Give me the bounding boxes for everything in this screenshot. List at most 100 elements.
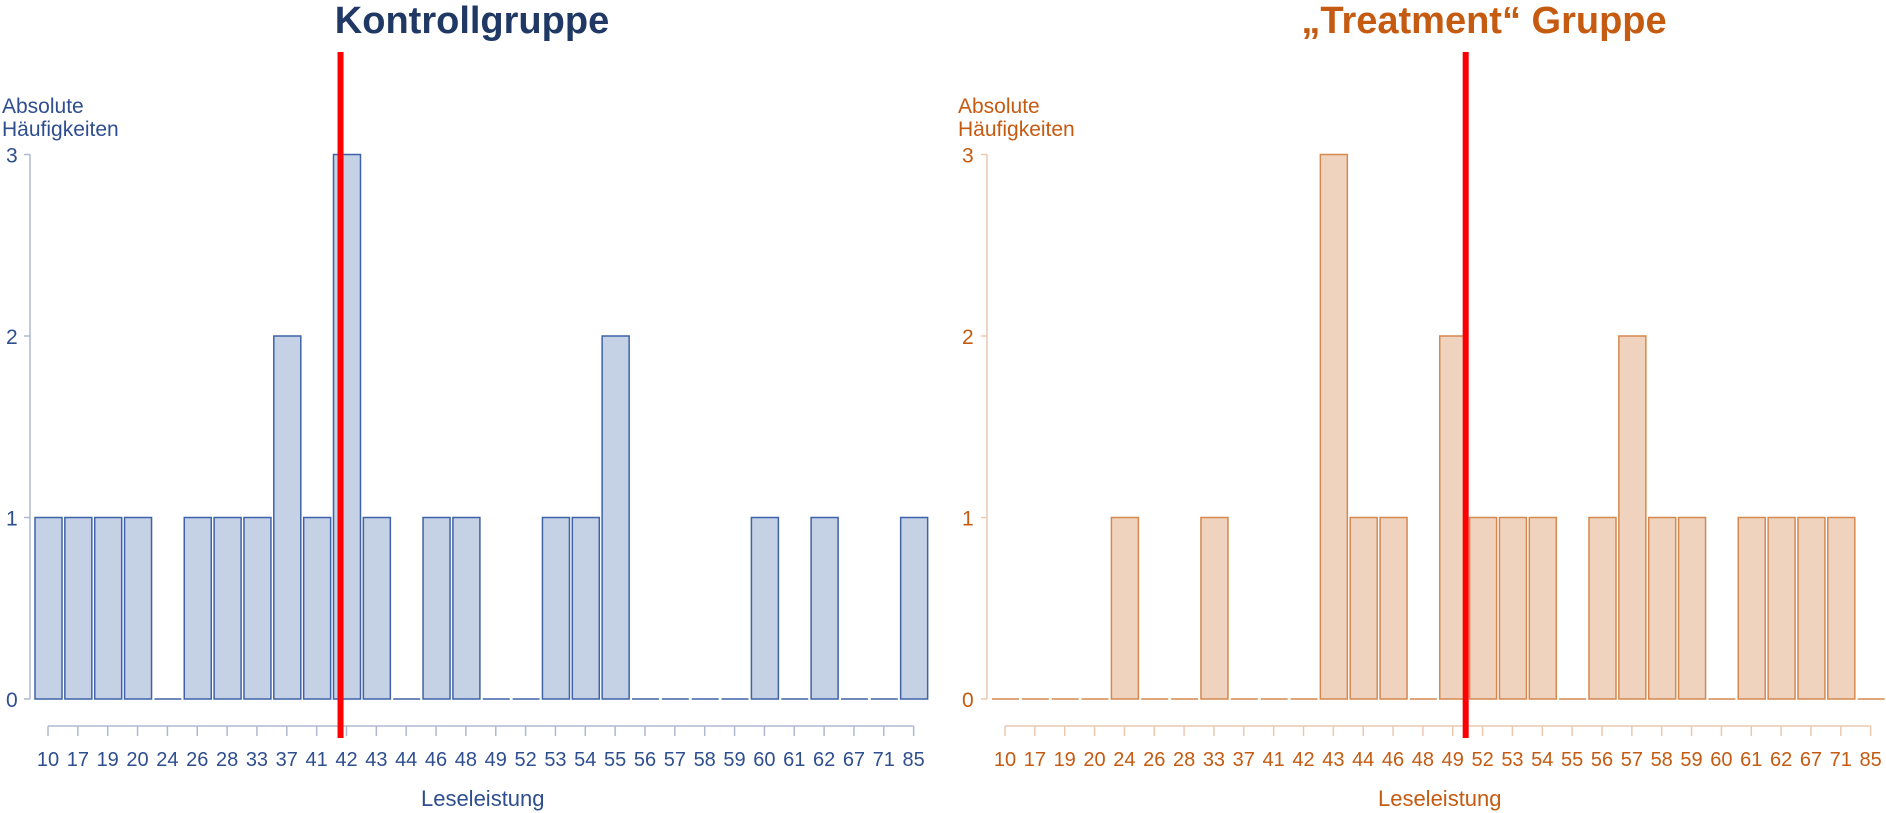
x-tick-label: 24 (156, 749, 178, 771)
x-tick-label: 17 (1024, 749, 1046, 771)
bar (899, 516, 929, 700)
bar (422, 516, 451, 700)
x-tick-label: 54 (1531, 749, 1553, 771)
y-tick-label: 0 (6, 689, 18, 712)
x-tick-label: 20 (126, 749, 148, 771)
bar (1200, 516, 1229, 700)
bar (452, 516, 481, 700)
x-tick-label: 60 (753, 749, 775, 771)
bar (571, 516, 601, 700)
x-tick-label: 53 (1501, 749, 1523, 771)
x-tick-label: 85 (903, 749, 925, 771)
x-tick-label: 59 (723, 749, 745, 771)
x-tick-label: 42 (1292, 749, 1314, 771)
x-tick-label: 56 (1591, 749, 1613, 771)
y-tick-label: 1 (6, 508, 18, 531)
bar (1618, 335, 1647, 700)
bar (64, 516, 93, 700)
y-axis-label-control: Absolute Häufigkeiten (2, 95, 119, 141)
x-tick-label: 19 (97, 749, 119, 771)
y-tick-label: 3 (6, 145, 18, 168)
y-axis-label-treatment: Absolute Häufigkeiten (958, 95, 1075, 141)
chart-title-control: Kontrollgruppe (334, 0, 610, 42)
bar (1528, 516, 1558, 700)
x-tick-label: 48 (455, 749, 477, 771)
bar (1468, 516, 1498, 700)
x-tick-label: 10 (37, 749, 59, 771)
x-tick-label: 67 (843, 749, 865, 771)
x-tick-label: 71 (873, 749, 895, 771)
bar (1588, 516, 1617, 700)
x-tick-label: 44 (395, 749, 417, 771)
x-tick-label: 43 (365, 749, 387, 771)
bar (183, 516, 212, 700)
chart-panel-0: 0 1 2 3 10 17 19 20 24 26 28 33 37 41 42 43 44 46 48 49 52 53… (6, 52, 929, 771)
bar (1439, 335, 1468, 700)
x-tick-label: 44 (1352, 749, 1374, 771)
bar (1647, 516, 1677, 700)
x-tick-label: 10 (994, 749, 1016, 771)
bar (1349, 516, 1378, 700)
bar (1737, 516, 1766, 700)
x-tick-label: 67 (1800, 749, 1822, 771)
x-tick-label: 56 (634, 749, 656, 771)
x-tick-label: 41 (1263, 749, 1285, 771)
x-tick-label: 57 (664, 749, 686, 771)
x-tick-label: 49 (485, 749, 507, 771)
x-tick-label: 55 (604, 749, 626, 771)
bar (243, 516, 272, 700)
x-tick-label: 17 (67, 749, 89, 771)
y-tick-label: 2 (6, 326, 18, 349)
x-axis-label-control: Leseleistung (420, 786, 545, 811)
bar (1767, 516, 1796, 700)
x-tick-label: 59 (1680, 749, 1702, 771)
x-tick-label: 57 (1621, 749, 1643, 771)
x-tick-label: 41 (306, 749, 328, 771)
bar (1498, 516, 1528, 700)
bar (93, 516, 123, 700)
x-tick-label: 71 (1830, 749, 1852, 771)
bar (1319, 153, 1349, 700)
x-tick-label: 85 (1860, 749, 1882, 771)
y-tick-label: 2 (962, 326, 974, 349)
x-tick-label: 52 (1471, 749, 1493, 771)
x-tick-label: 19 (1054, 749, 1076, 771)
x-tick-label: 42 (335, 749, 357, 771)
x-tick-label: 37 (1233, 749, 1255, 771)
x-tick-label: 26 (1143, 749, 1165, 771)
bar (362, 516, 392, 700)
x-tick-label: 24 (1113, 749, 1135, 771)
x-tick-label: 20 (1083, 749, 1105, 771)
x-tick-label: 26 (186, 749, 208, 771)
x-tick-label: 61 (1740, 749, 1762, 771)
bar (273, 335, 302, 700)
x-tick-label: 61 (783, 749, 805, 771)
bar (1827, 516, 1856, 700)
x-axis-label-treatment: Leseleistung (1377, 786, 1502, 811)
y-tick-label: 3 (962, 145, 974, 168)
bar (1110, 516, 1140, 700)
bar (601, 335, 630, 700)
x-tick-label: 49 (1442, 749, 1464, 771)
x-tick-label: 58 (694, 749, 716, 771)
x-tick-label: 54 (574, 749, 596, 771)
bar (1379, 516, 1408, 700)
x-tick-label: 37 (276, 749, 298, 771)
y-tick-label: 1 (962, 508, 974, 531)
x-tick-label: 58 (1651, 749, 1673, 771)
x-tick-label: 62 (813, 749, 835, 771)
bar (123, 516, 153, 700)
bar (750, 516, 780, 700)
chart-panel-1: 0 1 2 3 10 17 19 20 24 26 28 33 37 41 42 43 44 46 48 49 52 53… (962, 52, 1885, 771)
bar (810, 516, 839, 700)
x-tick-label: 52 (514, 749, 536, 771)
bar (302, 516, 332, 700)
chart-title-treatment: „Treatment“ Gruppe (1301, 0, 1667, 42)
x-tick-label: 43 (1322, 749, 1344, 771)
x-tick-label: 46 (1382, 749, 1404, 771)
x-tick-label: 62 (1770, 749, 1792, 771)
x-tick-label: 55 (1561, 749, 1583, 771)
x-tick-label: 46 (425, 749, 447, 771)
